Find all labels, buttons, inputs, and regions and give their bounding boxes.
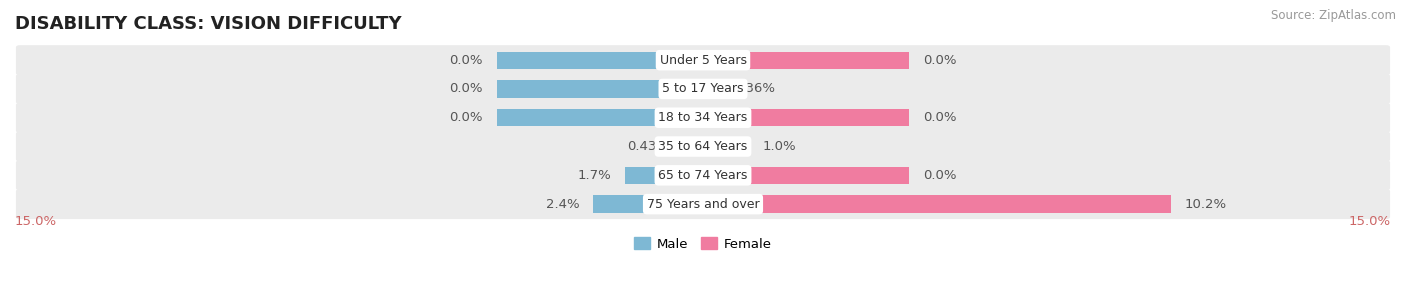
Text: 65 to 74 Years: 65 to 74 Years — [658, 169, 748, 182]
Bar — [703, 51, 910, 69]
Text: 0.0%: 0.0% — [450, 111, 482, 124]
Text: DISABILITY CLASS: VISION DIFFICULTY: DISABILITY CLASS: VISION DIFFICULTY — [15, 15, 402, 33]
Bar — [496, 80, 703, 98]
Bar — [496, 51, 703, 69]
Bar — [593, 195, 703, 213]
Text: 0.43%: 0.43% — [627, 140, 669, 153]
FancyBboxPatch shape — [15, 189, 1391, 219]
Text: 0.0%: 0.0% — [924, 54, 956, 67]
FancyBboxPatch shape — [15, 132, 1391, 161]
Text: 5 to 17 Years: 5 to 17 Years — [662, 82, 744, 95]
Bar — [683, 138, 703, 155]
FancyBboxPatch shape — [15, 103, 1391, 133]
Bar — [703, 138, 749, 155]
Text: 18 to 34 Years: 18 to 34 Years — [658, 111, 748, 124]
Bar — [703, 80, 720, 98]
Legend: Male, Female: Male, Female — [628, 232, 778, 256]
Text: 0.0%: 0.0% — [450, 82, 482, 95]
Bar — [703, 195, 1171, 213]
Text: 15.0%: 15.0% — [1348, 215, 1391, 228]
Text: 15.0%: 15.0% — [15, 215, 58, 228]
Text: 75 Years and over: 75 Years and over — [647, 198, 759, 211]
Bar — [626, 167, 703, 184]
Text: 1.7%: 1.7% — [578, 169, 612, 182]
FancyBboxPatch shape — [15, 45, 1391, 75]
Bar — [703, 109, 910, 126]
Text: 35 to 64 Years: 35 to 64 Years — [658, 140, 748, 153]
FancyBboxPatch shape — [15, 74, 1391, 104]
Text: 2.4%: 2.4% — [546, 198, 579, 211]
Text: 0.0%: 0.0% — [924, 169, 956, 182]
Text: Under 5 Years: Under 5 Years — [659, 54, 747, 67]
Text: 1.0%: 1.0% — [762, 140, 796, 153]
Text: 0.36%: 0.36% — [734, 82, 775, 95]
Bar — [703, 167, 910, 184]
Text: 0.0%: 0.0% — [924, 111, 956, 124]
FancyBboxPatch shape — [15, 160, 1391, 190]
Text: Source: ZipAtlas.com: Source: ZipAtlas.com — [1271, 9, 1396, 22]
Text: 10.2%: 10.2% — [1185, 198, 1226, 211]
Text: 0.0%: 0.0% — [450, 54, 482, 67]
Bar — [496, 109, 703, 126]
